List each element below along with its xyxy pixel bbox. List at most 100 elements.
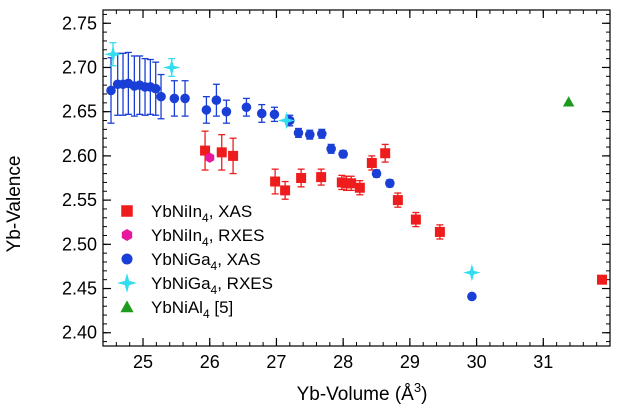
- x-tick-label: 28: [333, 352, 353, 372]
- data-point: [596, 274, 607, 285]
- data-point: [162, 58, 181, 77]
- legend-marker: [121, 253, 133, 265]
- data-point: [277, 111, 296, 130]
- data-point: [205, 152, 215, 163]
- x-axis-title-close: ): [421, 384, 427, 405]
- legend-compound: YbNiGa: [151, 250, 211, 269]
- data-point: [338, 149, 348, 159]
- series-hexagon: [205, 152, 215, 163]
- legend-suffix: , XAS: [217, 250, 260, 269]
- data-point: [156, 91, 166, 102]
- data-point: [228, 150, 239, 161]
- legend-subscript: 4: [202, 235, 209, 249]
- x-tick-label: 30: [467, 352, 487, 372]
- legend-label: YbNiIn4, XAS: [151, 202, 252, 225]
- data-point: [354, 182, 365, 193]
- data-point: [467, 291, 477, 302]
- legend-entry: YbNiGa4, XAS: [121, 250, 261, 273]
- legend-marker: [116, 272, 138, 294]
- axes: 25 26 27 28 29 30 31 2.40 2.45 2.50 2.55 2.60 2.65 2.…: [62, 9, 611, 372]
- data-point: [346, 178, 357, 189]
- legend-label: YbNiAl4 [5]: [151, 298, 233, 321]
- data-point: [380, 148, 391, 159]
- legend-entry: YbNiAl4 [5]: [120, 298, 233, 321]
- data-point: [317, 128, 327, 139]
- data-point: [216, 147, 227, 158]
- data-point: [104, 45, 122, 63]
- legend-label: YbNiIn4, RXES: [151, 226, 264, 249]
- legend-entry: YbNiGa4, RXES: [116, 272, 273, 297]
- data-point: [371, 168, 382, 179]
- legend-compound: YbNiIn: [151, 202, 202, 221]
- legend-marker: [121, 205, 133, 217]
- data-point: [293, 128, 304, 138]
- data-point: [150, 83, 161, 94]
- data-point: [200, 145, 211, 156]
- data-point: [366, 157, 377, 168]
- series-circle: [106, 51, 477, 302]
- data-point: [169, 93, 180, 104]
- x-tick-label: 31: [533, 352, 553, 372]
- x-axis-title-sup: 3: [414, 380, 421, 395]
- x-tick-label: 29: [400, 352, 420, 372]
- series-star: [104, 42, 481, 282]
- data-point: [280, 185, 291, 196]
- data-point: [385, 178, 395, 189]
- data-point: [241, 102, 252, 113]
- legend-entry: YbNiIn4, RXES: [121, 226, 264, 249]
- data-point: [326, 144, 336, 154]
- data-point: [562, 96, 575, 107]
- data-point: [463, 263, 481, 282]
- legend-marker: [120, 300, 134, 313]
- data-points: [104, 42, 607, 302]
- data-point: [305, 129, 315, 140]
- series-square: [200, 130, 607, 285]
- y-tick-label: 2.45: [62, 279, 97, 299]
- legend-marker: [121, 229, 133, 241]
- x-tick-label: 27: [266, 352, 286, 372]
- data-point: [410, 214, 421, 225]
- legend-label: YbNiGa4, XAS: [151, 250, 261, 273]
- data-point: [180, 93, 190, 104]
- legend-subscript: 4: [203, 307, 210, 321]
- legend-compound: YbNiAl: [151, 298, 203, 317]
- legend-suffix: , RXES: [209, 226, 265, 245]
- x-axis-title: Yb-Volume (Å3): [297, 380, 428, 405]
- data-point: [392, 195, 403, 206]
- legend-compound: YbNiGa: [151, 274, 211, 293]
- legend-subscript: 4: [211, 259, 218, 273]
- legend-entry: YbNiIn4, XAS: [121, 202, 252, 225]
- data-point: [434, 226, 445, 237]
- data-point: [296, 173, 307, 183]
- data-point: [256, 108, 267, 119]
- legend-suffix: [5]: [210, 298, 234, 317]
- data-point: [211, 95, 222, 105]
- legend-suffix: , XAS: [209, 202, 252, 221]
- data-point: [270, 176, 281, 187]
- data-point: [106, 85, 116, 96]
- data-point: [201, 105, 212, 115]
- y-tick-label: 2.75: [62, 13, 97, 33]
- y-tick-label: 2.65: [62, 102, 97, 122]
- x-axis-title-main: Yb-Volume (Å: [297, 384, 415, 405]
- plot-frame: [102, 9, 611, 347]
- legend-subscript: 4: [202, 211, 209, 225]
- legend-compound: YbNiIn: [151, 226, 202, 245]
- y-tick-label: 2.70: [62, 57, 97, 77]
- legend-suffix: , RXES: [217, 274, 273, 293]
- data-point: [269, 109, 280, 120]
- data-point: [316, 172, 327, 183]
- y-tick-label: 2.40: [62, 323, 97, 343]
- x-tick-label: 25: [133, 352, 153, 372]
- x-tick-label: 26: [200, 352, 220, 372]
- data-point: [221, 106, 232, 117]
- y-axis-title: Yb-Valence: [4, 156, 25, 253]
- series-triangle: [562, 96, 575, 107]
- y-tick-label: 2.60: [62, 146, 97, 166]
- y-tick-label: 2.50: [62, 234, 97, 254]
- legend-subscript: 4: [211, 283, 218, 297]
- y-tick-label: 2.55: [62, 190, 97, 210]
